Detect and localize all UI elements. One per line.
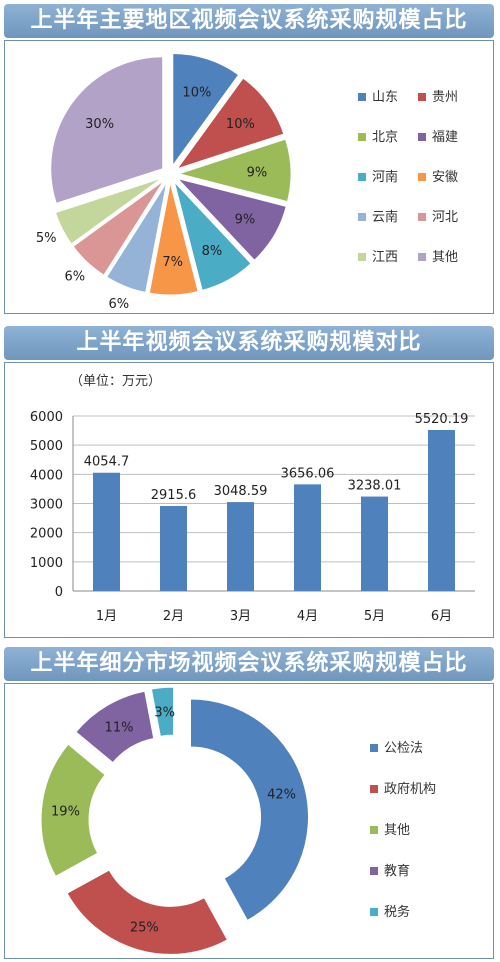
slice-label-4: 9% (235, 212, 256, 227)
x-tick-label-2: 2月 (163, 609, 184, 624)
pie-slice-5 (173, 181, 252, 291)
bar-5 (361, 496, 388, 591)
y-tick-label-0: 0 (55, 585, 63, 600)
legend-swatch-4 (370, 867, 378, 875)
legend-swatch-10 (418, 253, 426, 261)
pie-slice-10 (50, 56, 164, 204)
bar-value-label-2: 2915.6 (151, 488, 197, 503)
legend-swatch-3 (358, 133, 366, 141)
legend-label-6: 安徽 (432, 170, 458, 185)
bar-value-label-6: 5520.19 (415, 412, 469, 427)
legend-label-2: 政府机构 (384, 782, 436, 797)
legend-swatch-1 (370, 744, 378, 752)
legend-label-5: 河南 (372, 169, 398, 185)
legend-label-4: 教育 (384, 863, 410, 879)
legend-label-1: 公检法 (384, 741, 423, 756)
legend-swatch-8 (418, 213, 426, 221)
legend-swatch-3 (370, 826, 378, 834)
pie-slice-8 (72, 180, 165, 276)
unit-label: （单位：万元） (70, 374, 161, 389)
legend-label-3: 其他 (384, 823, 410, 838)
panel2-body: （单位：万元） 0 1000 2000 3000 4000 5000 6000 4054.7 1月… (4, 362, 494, 638)
legend-swatch-6 (418, 173, 426, 181)
bar-value-label-3: 3048.59 (214, 484, 268, 499)
y-tick-label-1: 1000 (30, 556, 63, 571)
slice-label-9: 5% (36, 231, 57, 246)
bar-value-label-4: 3656.06 (281, 466, 335, 481)
slice-label-10: 30% (85, 117, 114, 132)
pie-slice-2 (175, 77, 285, 170)
bar-2 (160, 505, 187, 591)
legend-label-5: 税务 (384, 904, 410, 920)
bar-1 (93, 472, 120, 591)
legend-swatch-5 (370, 908, 378, 916)
slice-label-3: 9% (247, 165, 268, 180)
legend-swatch-2 (370, 785, 378, 793)
legend-label-8: 河北 (432, 210, 458, 225)
legend-swatch-9 (358, 253, 366, 261)
x-tick-label-6: 6月 (431, 609, 452, 624)
panel3-title: 上半年细分市场视频会议系统采购规模占比 (4, 647, 494, 681)
legend-swatch-1 (358, 93, 366, 101)
slice-label-2: 25% (130, 921, 159, 936)
legend-label-7: 云南 (372, 209, 398, 225)
panel1-body: 10% 10% 9% 9% 8% 7% 6% 6% 5% 30% 山东 贵州北京 福建河南 安徽云南 河北江… (4, 40, 494, 314)
slice-label-6: 7% (162, 255, 183, 270)
pie-slice-5 (150, 686, 174, 737)
pie-slice-4 (176, 177, 287, 261)
x-tick-label-3: 3月 (230, 609, 251, 624)
monthly-bar-chart: （单位：万元） 0 1000 2000 3000 4000 5000 6000 4054.7 1月… (30, 374, 475, 624)
slice-label-2: 10% (226, 117, 255, 132)
panel3-body: 42% 25% 19% 11% 3% 公检法政府机构其他教育税务 (4, 683, 494, 959)
slice-label-4: 11% (105, 720, 134, 735)
panel2-title: 上半年视频会议系统采购规模对比 (4, 326, 494, 360)
pie-slice-3 (177, 138, 292, 203)
legend-label-2: 贵州 (432, 90, 458, 105)
y-tick-label-5: 5000 (30, 439, 63, 454)
legend-label-3: 北京 (372, 130, 398, 145)
y-tick-label-2: 2000 (30, 527, 63, 542)
pie-slice-4 (75, 690, 155, 764)
legend-label-4: 福建 (432, 130, 458, 145)
bar-value-label-1: 4054.7 (84, 455, 130, 470)
y-tick-label-6: 6000 (30, 410, 63, 425)
pie-slice-1 (172, 52, 240, 167)
pie-slice-1 (189, 698, 309, 922)
pie-slice-3 (40, 743, 106, 878)
legend-swatch-5 (358, 173, 366, 181)
slice-label-3: 19% (51, 805, 80, 820)
x-tick-label-4: 4月 (297, 609, 318, 624)
bar-6 (428, 429, 455, 591)
bar-value-label-5: 3238.01 (348, 479, 402, 494)
legend-swatch-2 (418, 93, 426, 101)
x-tick-label-5: 5月 (364, 609, 385, 624)
x-tick-label-1: 1月 (96, 609, 117, 624)
pie-slice-9 (54, 177, 163, 245)
pie-slice-6 (148, 182, 199, 296)
slice-label-1: 10% (182, 85, 211, 100)
legend-swatch-7 (358, 213, 366, 221)
slice-label-1: 42% (267, 788, 296, 803)
slice-label-5: 3% (154, 705, 175, 720)
slice-label-5: 8% (202, 244, 223, 259)
legend-label-10: 其他 (432, 250, 458, 265)
bar-4 (294, 484, 321, 591)
legend-label-9: 江西 (372, 250, 398, 265)
legend-label-1: 山东 (372, 90, 398, 105)
bar-3 (227, 502, 254, 591)
y-tick-label-3: 3000 (30, 498, 63, 513)
y-tick-label-4: 4000 (30, 468, 63, 483)
panel1-title: 上半年主要地区视频会议系统采购规模占比 (4, 4, 494, 38)
pie-slice-2 (66, 869, 229, 955)
slice-label-7: 6% (109, 297, 130, 312)
slice-label-8: 6% (65, 269, 86, 284)
pie-slice-7 (105, 182, 168, 293)
legend-swatch-4 (418, 133, 426, 141)
